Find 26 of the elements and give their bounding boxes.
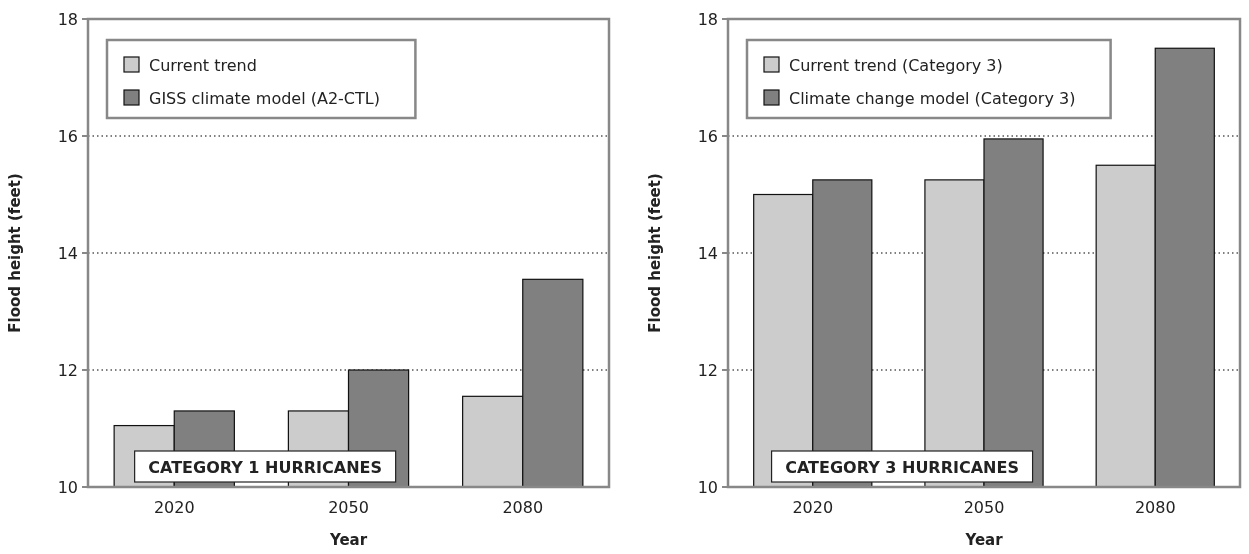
legend-label: Current trend — [149, 55, 257, 75]
x-tick-label: 2050 — [328, 498, 369, 517]
x-tick-label: 2080 — [1134, 498, 1176, 517]
annotation: CATEGORY 1 HURRICANES — [148, 457, 382, 477]
x-tick-label: 2050 — [963, 498, 1005, 517]
x-axis-title: Year — [328, 531, 368, 549]
y-tick-label: 12 — [57, 360, 78, 380]
y-tick-label: 18 — [57, 9, 78, 29]
y-tick-label: 14 — [57, 243, 78, 263]
legend-label: GISS climate model (A2-CTL) — [149, 88, 380, 108]
y-tick-label: 10 — [57, 477, 78, 497]
annotation: CATEGORY 3 HURRICANES — [785, 457, 1019, 477]
y-tick-label: 16 — [57, 126, 78, 146]
x-tick-label: 2080 — [502, 498, 544, 517]
y-tick-label: 16 — [697, 126, 718, 146]
x-axis-title: Year — [964, 531, 1004, 549]
y-tick-label: 18 — [697, 9, 718, 29]
y-tick-label: 10 — [697, 477, 718, 497]
y-tick-label: 14 — [697, 243, 718, 263]
x-tick-label: 2020 — [792, 498, 834, 517]
y-axis-title: Flood height (feet) — [646, 173, 664, 333]
x-tick-label: 2020 — [153, 498, 195, 517]
legend-label: Current trend (Category 3) — [789, 55, 1003, 75]
legend-label: Climate change model (Category 3) — [789, 88, 1076, 108]
y-axis-title: Flood height (feet) — [6, 173, 24, 333]
y-tick-label: 12 — [697, 360, 718, 380]
